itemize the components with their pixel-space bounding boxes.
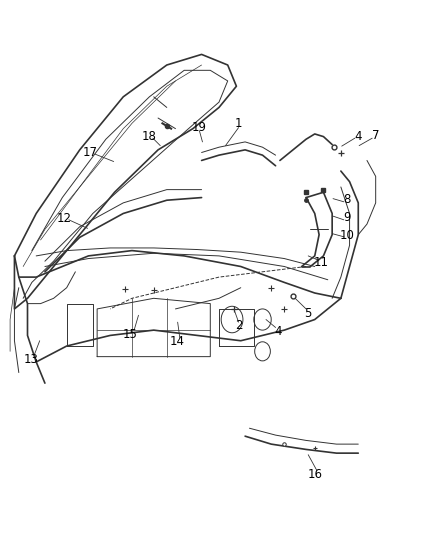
Text: 18: 18 [142, 130, 157, 143]
Text: 11: 11 [314, 256, 329, 269]
Text: 19: 19 [192, 121, 207, 134]
Text: 1: 1 [235, 117, 242, 130]
Text: 14: 14 [170, 335, 185, 348]
Text: 15: 15 [122, 328, 137, 341]
Text: 16: 16 [307, 468, 322, 481]
Text: 7: 7 [372, 128, 379, 141]
Text: 4: 4 [274, 325, 282, 338]
Text: 10: 10 [340, 229, 355, 242]
Text: 9: 9 [344, 211, 351, 224]
Text: 17: 17 [83, 146, 98, 159]
Text: 12: 12 [57, 212, 72, 225]
Text: 4: 4 [354, 130, 362, 143]
Text: 2: 2 [235, 319, 242, 333]
Text: 13: 13 [24, 353, 39, 366]
Text: 8: 8 [344, 193, 351, 206]
Text: 5: 5 [304, 306, 312, 320]
